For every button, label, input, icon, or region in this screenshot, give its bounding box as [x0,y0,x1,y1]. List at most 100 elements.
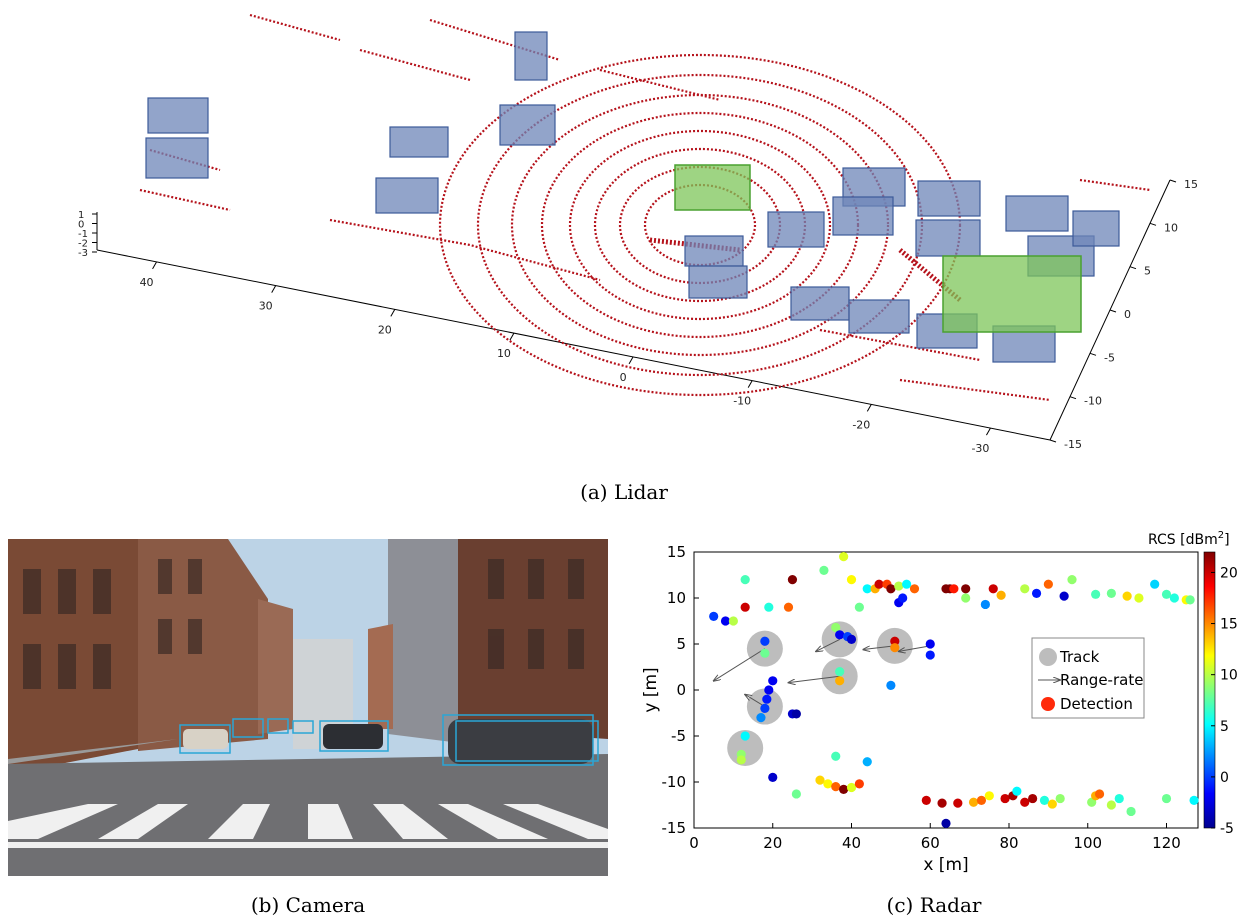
radar-detection [890,643,900,653]
lidar-y-tick-label: 0 [1124,308,1131,321]
camera-panel [8,539,608,876]
camera-car [183,729,228,749]
radar-x-tick-label: 120 [1152,834,1181,852]
radar-y-tick-label: 10 [667,589,686,607]
lidar-x-tick-label: -10 [733,395,751,408]
lidar-x-tick-label: 20 [378,323,392,336]
radar-detection [1106,588,1116,598]
lidar-x-tick [390,309,396,317]
radar-detection [846,575,857,585]
radar-detection [1189,795,1199,805]
radar-detection [762,694,772,704]
radar-detection [791,789,801,799]
radar-y-ticks: 15 10 5 0 -5 -10 -15 [662,543,699,837]
lidar-box [767,211,825,248]
lidar-z-tick-label: 0 [78,220,84,231]
radar-detection [791,709,801,719]
radar-detection [988,584,998,594]
radar-detection [728,616,738,626]
radar-detection [854,779,864,789]
radar-detection [976,795,987,805]
lidar-panel: 40 30 20 10 0 -10 -20 -30 15 10 5 0 -5 -10 -15 1 0 -1 -2… [78,13,1198,455]
radar-detection [1094,789,1105,799]
radar-detection [768,676,778,686]
radar-y-tick-label: -15 [662,819,687,837]
lidar-x-tick [747,380,753,388]
radar-detection [949,584,959,594]
legend-track-marker [1039,648,1057,666]
radar-detection [953,798,963,808]
radar-detection [815,775,825,785]
radar-detection [831,782,841,792]
radar-detection [862,584,872,594]
lidar-x-tick [986,427,991,436]
radar-detection [760,703,770,713]
radar-x-tick-label: 80 [999,834,1018,852]
radar-x-tick-label: 20 [763,834,782,852]
lidar-box [915,219,981,257]
colorbar-tick-label: 15 [1220,617,1238,633]
radar-detection [1012,786,1022,796]
radar-y-tick-label: 15 [667,543,686,561]
radar-x-label: x [m] [923,855,968,875]
camera-detection-boxes [179,714,599,766]
radar-y-tick-label: -5 [671,727,686,745]
radar-detection [1106,800,1116,810]
radar-detection [984,791,994,801]
caption-lidar: (a) Lidar [580,480,668,504]
radar-y-tick-label: -10 [662,773,687,791]
lidar-box [1072,210,1120,247]
radar-colorbar-label: RCS [dBm2] [1148,530,1230,548]
lidar-x-tick-label: 0 [620,371,627,384]
lidar-y-tick-label: 15 [1184,178,1198,191]
radar-range-rate-arrow [745,695,766,707]
lidar-box [389,126,449,158]
colorbar-tick-label: 20 [1220,565,1238,581]
lidar-green-box [674,164,751,211]
radar-y-tick-label: 5 [676,635,686,653]
lidar-y-tick-label: -5 [1104,351,1115,364]
lidar-box [848,299,910,334]
radar-x-tick-label: 60 [921,834,940,852]
radar-detection [839,784,849,794]
radar-detection [1114,793,1124,804]
radar-x-tick-label: 40 [842,834,861,852]
radar-detection [937,798,947,808]
lidar-green-boxes [674,164,1082,333]
legend-range-rate-label: Range-rate [1060,671,1143,689]
camera-car [323,724,383,749]
lidar-x-ticks: 40 30 20 10 0 -10 -20 -30 [140,261,991,455]
radar-detection [819,565,829,575]
radar-detection [1020,584,1030,594]
radar-detection [968,797,979,807]
lidar-box [684,235,744,267]
radar-detection [862,757,872,767]
lidar-z-tick-label: -1 [78,229,88,240]
radar-track [746,630,783,667]
radar-range-rate-arrow [816,638,840,651]
camera-crosswalk [8,804,608,848]
radar-detection [921,795,931,805]
radar-detection [1185,595,1195,605]
lidar-y-tick [1069,396,1077,400]
lidar-green-box [942,255,1082,333]
radar-detection [768,772,778,782]
lidar-box [790,286,850,321]
radar-colorbar [1203,551,1216,829]
radar-detection [1161,589,1172,599]
radar-detection [1028,793,1038,804]
radar-detection [1055,793,1065,804]
lidar-x-axis-line [96,249,1051,441]
radar-detection [1091,589,1101,599]
lidar-x-tick-label: 40 [140,276,154,289]
lidar-x-tick [271,285,277,293]
lidar-box [1005,195,1069,232]
radar-detection [835,630,845,640]
radar-detection [783,602,794,612]
lidar-y-tick-label: 5 [1144,265,1151,278]
radar-detection [898,593,908,603]
radar-detection [925,639,935,649]
radar-detection [961,593,971,603]
lidar-z-tick-label: -3 [78,248,88,259]
